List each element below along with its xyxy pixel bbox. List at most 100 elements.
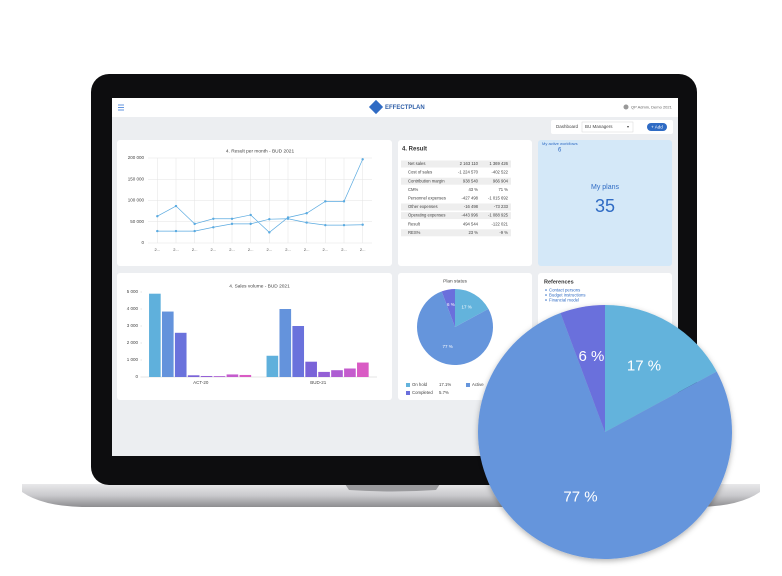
bar [239, 374, 252, 377]
bar [344, 368, 356, 377]
pie-slice [478, 313, 732, 560]
row-label: CM% [408, 187, 419, 192]
point [305, 212, 308, 215]
chart-title: 4. Sales volume - BUD 2021 [229, 283, 290, 289]
point [174, 229, 178, 233]
user-icon [623, 104, 629, 110]
point [268, 218, 271, 221]
row-label: Contribution margin [408, 178, 445, 183]
legend-swatch [466, 383, 470, 387]
y-tick-label: 200 000 [128, 155, 145, 160]
bar [305, 361, 317, 377]
add-button[interactable] [647, 123, 667, 131]
bar [318, 371, 330, 377]
chart-title: Plan status [443, 278, 467, 284]
cell: 966 904 [493, 178, 509, 183]
legend-swatch [406, 391, 410, 395]
bar [161, 311, 174, 377]
legend-label: Completed [412, 390, 433, 395]
cell: -1 088 925 [488, 213, 509, 218]
x-tick-label: ACT-20 [193, 380, 209, 385]
bar [174, 332, 187, 377]
y-tick-label: 4 000 [127, 306, 139, 311]
bar [200, 375, 213, 377]
bar [279, 309, 292, 377]
cell: 43 % [468, 187, 478, 192]
cell: 23 % [468, 230, 478, 235]
reference-link[interactable]: Contact persons [549, 287, 580, 292]
x-tick-label: 2... [211, 247, 217, 252]
laptop-notch [345, 484, 440, 492]
select-caret: ▾ [627, 124, 629, 129]
references-title: References [544, 279, 574, 285]
bar [266, 355, 279, 377]
row-bg [401, 212, 511, 220]
x-tick-label: 2... [267, 247, 273, 252]
row-label: Other expenses [408, 204, 438, 209]
point [193, 222, 196, 226]
plans-count[interactable]: 35 [595, 196, 615, 216]
slice-label: 17 % [462, 305, 472, 310]
point [230, 217, 234, 220]
cell: 938 540 [463, 178, 479, 183]
y-tick-label: 3 000 [127, 323, 139, 328]
chart-title: 4. Result per month - BUD 2021 [226, 148, 295, 154]
card[interactable] [538, 140, 672, 266]
table-title: 4. Result [402, 147, 427, 153]
add-button-label[interactable]: + Add [651, 124, 663, 129]
legend-value: 5.7% [439, 390, 449, 395]
row-label: Cost of sales [408, 170, 432, 175]
row-label: RES% [408, 230, 421, 235]
y-tick-label: 0 [135, 374, 138, 379]
user[interactable]: QP Admin, Demo 2021 [631, 105, 673, 110]
cell: 2 163 110 [460, 161, 479, 166]
select[interactable] [581, 121, 634, 133]
point [268, 231, 271, 234]
y-tick-label: 150 000 [128, 176, 145, 181]
x-tick-label: 2... [248, 247, 254, 252]
row-bg [401, 229, 511, 237]
point [212, 217, 215, 220]
x-tick-label: 2... [285, 247, 291, 252]
bar [331, 370, 343, 377]
bullet [545, 294, 547, 296]
slice-label: 17 % [627, 358, 661, 375]
slice-label: 77 % [563, 488, 597, 505]
point [249, 213, 252, 217]
workflows-count[interactable]: 6 [558, 148, 562, 154]
point [156, 215, 159, 218]
point [305, 221, 308, 224]
dashboard-label: Dashboard [556, 124, 579, 129]
bar [213, 376, 226, 377]
pie-slice [605, 305, 717, 432]
legend-swatch [406, 383, 410, 387]
bar [357, 362, 369, 377]
row-bg [401, 203, 511, 211]
reference-link[interactable]: Budget instructions [549, 292, 586, 297]
pie-slice [455, 289, 489, 327]
logo-icon [368, 99, 384, 115]
y-tick-label: 2 000 [127, 340, 139, 345]
x-tick-label: 2... [192, 247, 198, 252]
x-tick-label: 2... [304, 247, 310, 252]
logo: EFFECTPLAN [385, 105, 425, 111]
select-value[interactable]: BU Managers [585, 124, 613, 129]
point [212, 226, 215, 229]
x-tick-label: 2... [155, 247, 161, 252]
cell: -16 498 [464, 204, 479, 209]
reference-link[interactable]: Financial model [549, 297, 579, 302]
app-header [112, 98, 678, 117]
cell: -122 021 [491, 221, 508, 226]
point [342, 200, 346, 203]
point [324, 223, 327, 227]
x-tick-label: 2... [173, 247, 179, 252]
legend-value: 17.1% [439, 382, 451, 387]
row-label: Net sales [408, 161, 425, 166]
menu-icon[interactable] [118, 104, 124, 111]
x-tick-label: 2... [341, 247, 347, 252]
x-tick-label: 2... [360, 247, 366, 252]
legend-label: Active [472, 382, 484, 387]
card [117, 140, 392, 266]
cell: 71 % [498, 187, 508, 192]
row-label: Result [408, 221, 421, 226]
